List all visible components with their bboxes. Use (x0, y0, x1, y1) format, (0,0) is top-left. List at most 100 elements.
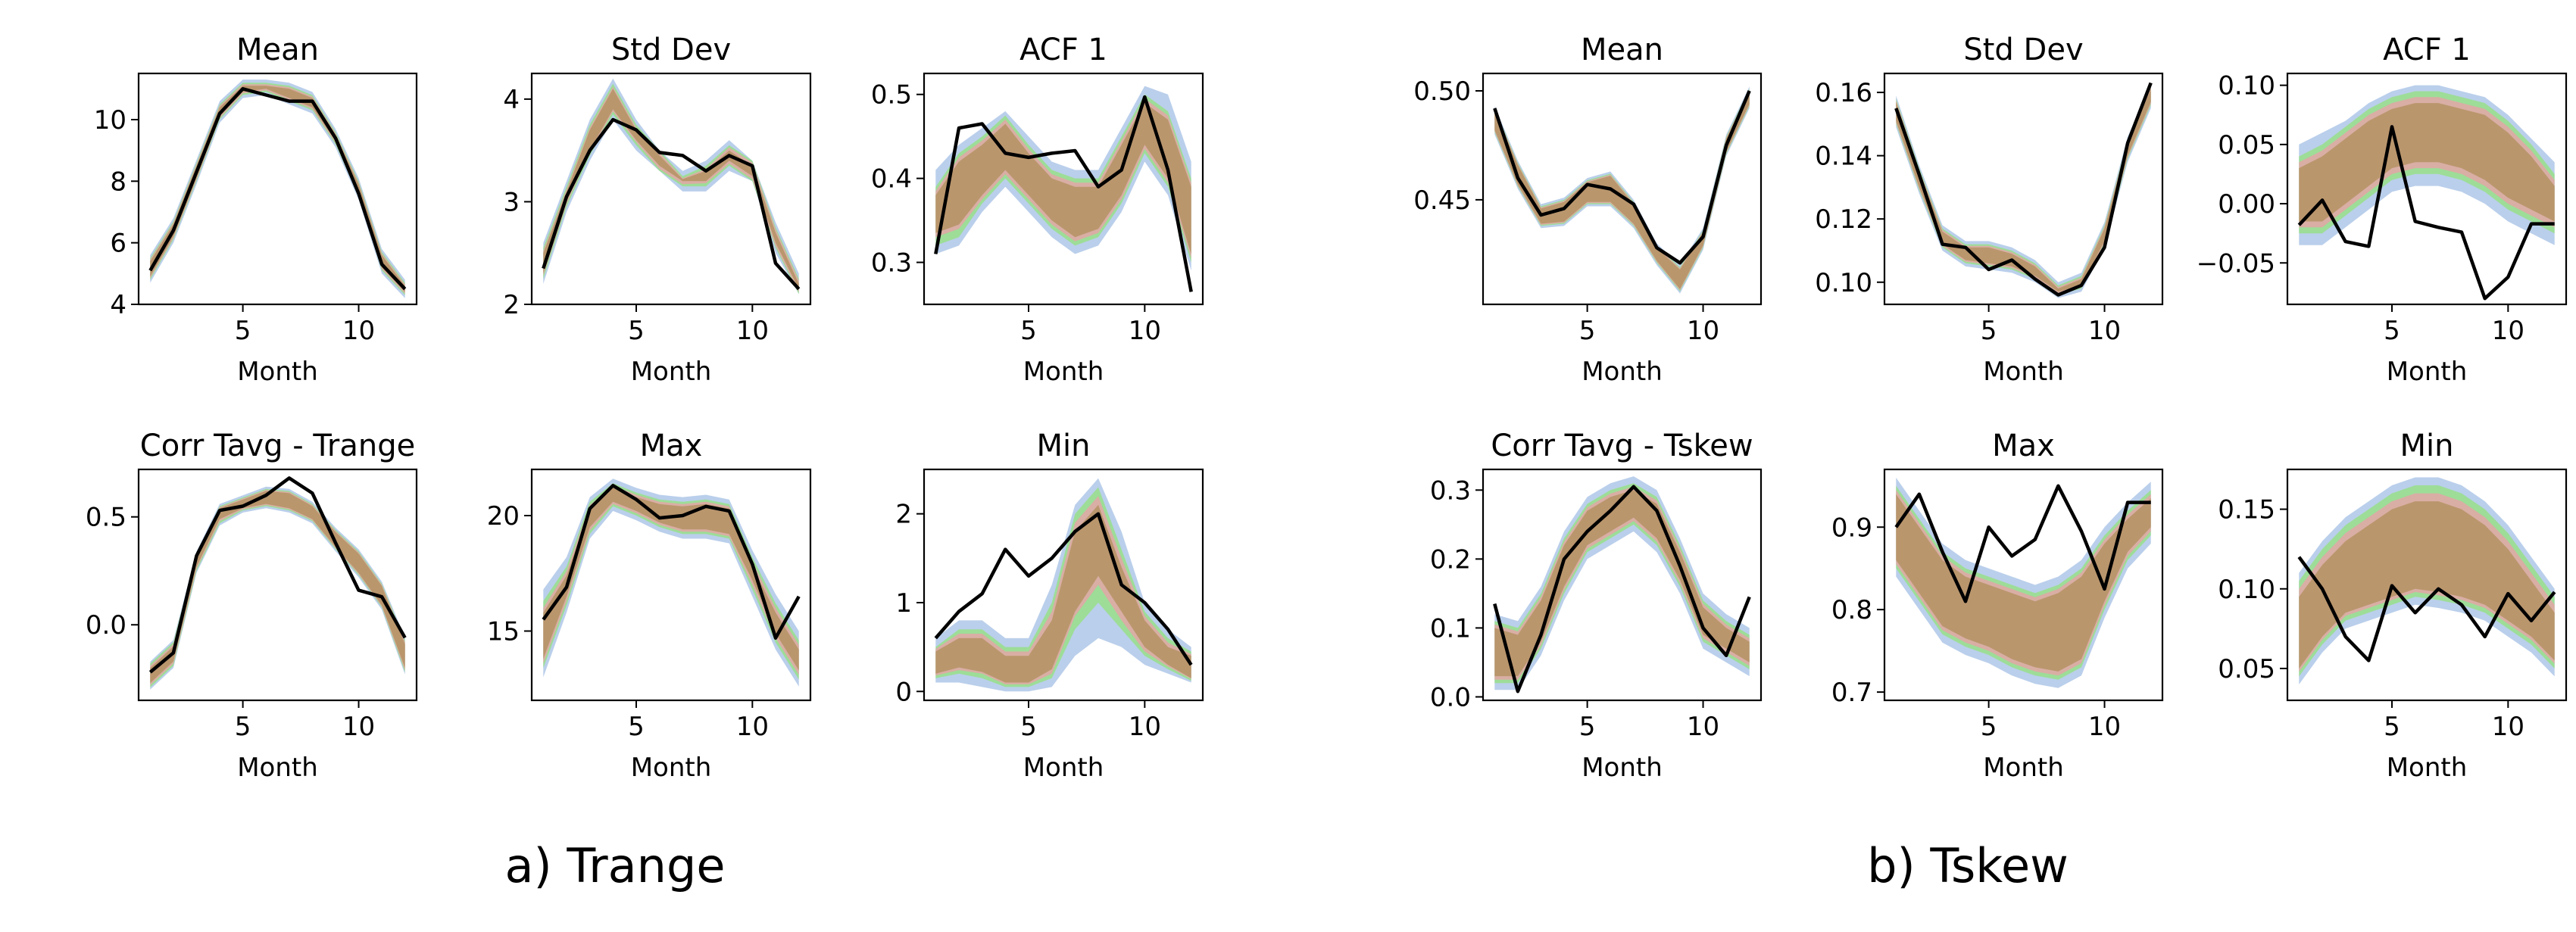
band-4 (1896, 494, 2151, 672)
y-tick-label: 0.15 (2218, 495, 2275, 525)
y-tick-label: −0.05 (2197, 248, 2275, 279)
caption-b: b) Tskew (1867, 838, 2069, 893)
axes-frame (2286, 72, 2568, 306)
band-3 (1896, 87, 2151, 294)
observed-line (934, 95, 1193, 292)
y-tick-label: 3 (503, 187, 520, 217)
y-tick-label: 0.12 (1815, 204, 1872, 235)
observed-line (2297, 556, 2556, 662)
subplot-title: Max (640, 429, 703, 463)
x-axis-label: Month (631, 357, 712, 387)
subplot-title: Min (1037, 429, 1091, 463)
y-tick-label: 20 (487, 501, 520, 531)
axes-frame (923, 72, 1204, 306)
plot-area (1493, 86, 1751, 294)
subplot-b-4: 5 10 0.0 0.1 0.2 0.3 Corr Tavg - Tskew Month (1430, 429, 1763, 783)
subplot-a-5: 5 10 15 20 Max Month (487, 429, 812, 783)
band-4 (2299, 501, 2555, 669)
plot-area (1894, 477, 2151, 688)
y-tick-label: 2 (503, 290, 520, 320)
y-tick-label: 10 (94, 105, 126, 136)
x-axis-label: Month (631, 753, 712, 783)
plot-area (542, 78, 801, 295)
subplot-a-6: 5 10 0 1 2 Min Month (895, 429, 1204, 783)
subplot-b-2: 5 10 0.10 0.12 0.14 0.16 Std Dev Month (1815, 33, 2164, 387)
band-4 (1494, 91, 1750, 289)
subplot-title: Std Dev (1963, 33, 2083, 67)
observed-line (542, 117, 801, 291)
x-axis-label: Month (1023, 357, 1104, 387)
axes-frame (2286, 468, 2568, 702)
axes-frame (137, 468, 418, 702)
observed-line (934, 512, 1193, 666)
x-axis-label: Month (1582, 753, 1663, 783)
axes-frame (1883, 468, 2164, 702)
observed-line (1894, 484, 2151, 603)
x-tick-label: 10 (1129, 316, 1161, 346)
x-tick-label: 5 (2384, 316, 2400, 346)
y-tick-label: 0.4 (871, 164, 912, 195)
y-tick-label: 0.14 (1815, 142, 1872, 172)
plot-area (1493, 476, 1751, 694)
axes-frame (137, 72, 418, 306)
x-tick-label: 5 (2384, 712, 2400, 742)
subplot-title: Mean (1581, 33, 1663, 67)
caption-a: a) Trange (505, 838, 726, 893)
x-axis-label: Month (2387, 357, 2468, 387)
y-tick-label: 0.16 (1815, 78, 1872, 108)
plot-area (148, 79, 407, 298)
band-4 (150, 491, 405, 684)
y-tick-label: 0.45 (1413, 185, 1471, 216)
band-4 (935, 102, 1191, 254)
band-4 (543, 488, 799, 671)
y-tick-label: 0.05 (2218, 654, 2275, 684)
plot-area (934, 86, 1193, 292)
x-tick-label: 5 (628, 316, 645, 346)
y-tick-label: 15 (487, 617, 520, 647)
observed-line (1493, 485, 1751, 694)
subplot-a-1: 5 10 4 6 8 10 Mean Month (94, 33, 418, 387)
y-tick-label: 0.10 (1815, 268, 1872, 298)
observed-line (148, 476, 407, 674)
y-tick-label: 0.50 (1413, 76, 1471, 107)
x-tick-label: 10 (1687, 316, 1719, 346)
y-tick-label: 0.00 (2218, 189, 2275, 220)
band-4 (2299, 103, 2555, 222)
x-axis-label: Month (1582, 357, 1663, 387)
subplot-a-2: 5 10 2 3 4 Std Dev Month (503, 33, 812, 387)
x-axis-label: Month (1023, 753, 1104, 783)
x-axis-label: Month (237, 753, 318, 783)
subplot-b-3: 5 10 −0.05 0.00 0.05 0.10 ACF 1 Month (2197, 33, 2568, 387)
y-tick-label: 4 (110, 290, 126, 320)
x-tick-label: 5 (235, 712, 251, 742)
x-tick-label: 10 (2088, 712, 2121, 742)
y-tick-label: 0.8 (1831, 595, 1872, 625)
axes-frame (1482, 468, 1763, 702)
y-tick-label: 0.05 (2218, 130, 2275, 161)
y-tick-label: 0.0 (1430, 682, 1471, 712)
x-tick-label: 10 (2088, 316, 2121, 346)
plot-area (1894, 82, 2153, 298)
x-tick-label: 10 (342, 712, 375, 742)
y-tick-label: 0.10 (2218, 71, 2275, 101)
y-tick-label: 8 (110, 167, 126, 197)
y-tick-label: 2 (895, 500, 912, 530)
y-tick-label: 0.0 (86, 610, 126, 641)
x-tick-label: 5 (1981, 316, 1997, 346)
x-tick-label: 5 (628, 712, 645, 742)
observed-line (1493, 90, 1751, 265)
y-tick-label: 4 (503, 85, 520, 115)
subplot-a-4: 5 10 0.0 0.5 Corr Tavg - Trange Month (86, 429, 418, 783)
y-tick-label: 0.10 (2218, 575, 2275, 605)
plot-area (934, 478, 1193, 692)
axes-frame (1482, 72, 1763, 306)
subplot-title: ACF 1 (2383, 33, 2471, 67)
observed-line (148, 87, 407, 291)
x-tick-label: 5 (1020, 712, 1037, 742)
x-tick-label: 5 (1579, 712, 1596, 742)
x-tick-label: 5 (235, 316, 251, 346)
x-tick-label: 10 (1687, 712, 1719, 742)
subplot-title: ACF 1 (1019, 33, 1107, 67)
